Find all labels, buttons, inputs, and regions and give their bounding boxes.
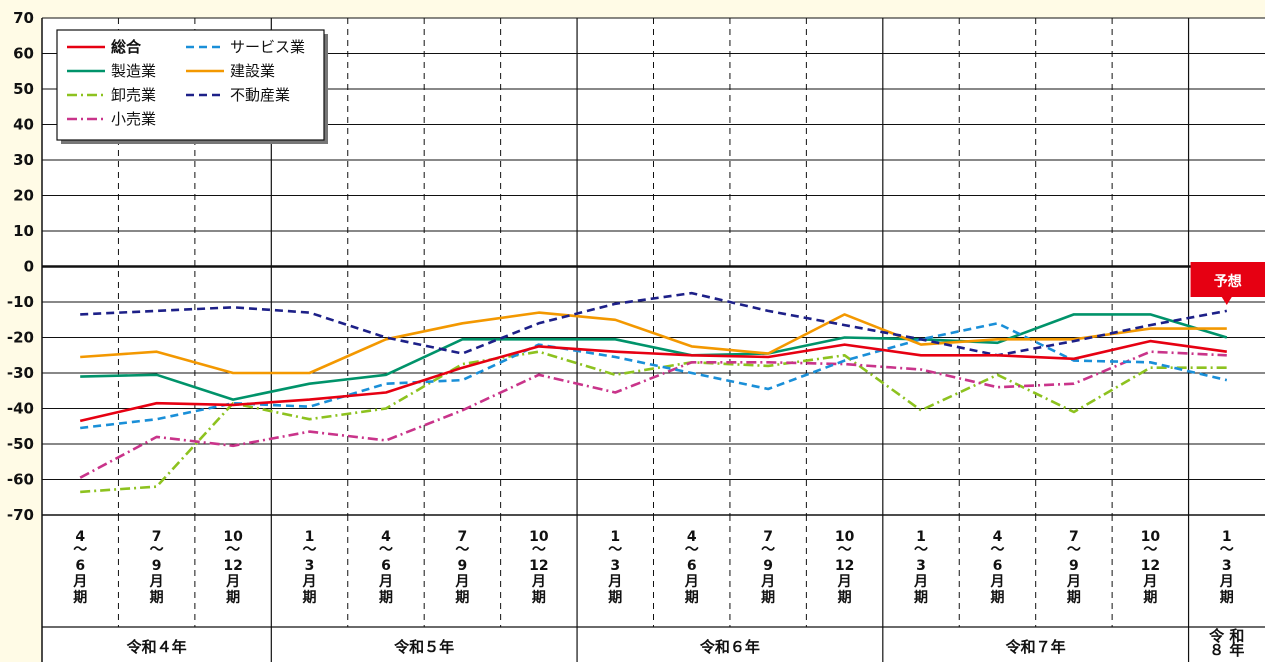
x-tick-label: 4 ～ 6 月期 — [684, 529, 699, 606]
forecast-badge — [1190, 262, 1265, 297]
year-label: 令和４年 — [127, 638, 187, 656]
forecast-pointer — [1221, 297, 1232, 305]
x-tick-label: 4 ～ 6 月期 — [72, 529, 87, 606]
series-line — [80, 321, 1228, 430]
legend-label: 卸売業 — [111, 86, 156, 104]
year-label: 令和６年 — [700, 638, 760, 656]
series-lines — [79, 291, 1228, 494]
y-tick-label: 20 — [13, 187, 34, 205]
legend-label: 総合 — [111, 38, 142, 56]
y-tick-label: 30 — [13, 151, 34, 169]
y-tick-label: 40 — [13, 116, 34, 134]
y-tick-label: -30 — [7, 364, 34, 382]
legend-label: 建設業 — [230, 62, 275, 80]
x-tick-label: 10 ～ 12 月期 — [223, 529, 243, 606]
series-line — [80, 350, 1227, 494]
x-tick-label: 1 ～ 3 月期 — [302, 529, 317, 606]
y-tick-label: -40 — [7, 400, 34, 418]
series-line — [80, 291, 1228, 357]
y-tick-label: -60 — [7, 471, 34, 489]
y-axis-ticks: -70 -60 -50 -40 -30 -20 -10 0 10 20 30 40 50 60 70 — [7, 9, 34, 524]
x-tick-label: 10 ～ 12 月期 — [1141, 529, 1161, 606]
x-tick-label: 1 ～ 3 月期 — [1219, 529, 1234, 606]
y-tick-label: 50 — [13, 80, 34, 98]
x-tick-label: 10 ～ 12 月期 — [529, 529, 549, 606]
x-tick-label: 1 ～ 3 月期 — [607, 529, 622, 606]
x-tick-label: 7 ～ 9 月期 — [1066, 529, 1081, 606]
y-tick-label: 60 — [13, 45, 34, 63]
x-tick-label: 4 ～ 6 月期 — [378, 529, 393, 606]
year-label: 令和７年 — [1006, 638, 1066, 656]
series-line — [80, 311, 1227, 375]
x-tick-label: 7 ～ 9 月期 — [760, 529, 775, 606]
year-groups: 令和４年 令和５年 令和６年 令和７年 令 和８ 年 — [127, 627, 1245, 659]
y-tick-label: 0 — [24, 258, 34, 276]
y-tick-label: -50 — [7, 435, 34, 453]
forecast-label: 予想 — [1214, 273, 1242, 290]
legend-box — [56, 29, 325, 141]
year-label: 令和５年 — [394, 638, 454, 656]
series-line — [80, 313, 1228, 401]
legend-label: 不動産業 — [230, 86, 290, 104]
x-tick-label: 7 ～ 9 月期 — [454, 529, 469, 606]
series-line — [79, 350, 1227, 479]
y-tick-label: 70 — [13, 9, 34, 27]
x-tick-label: 1 ～ 3 月期 — [913, 529, 928, 606]
y-tick-label: -20 — [7, 329, 34, 347]
legend-label: サービス業 — [230, 38, 305, 56]
y-tick-label: -70 — [7, 506, 34, 524]
legend-label: 製造業 — [111, 62, 156, 80]
year-label: 令 和８ 年 — [1209, 627, 1244, 659]
x-tick-label: 10 ～ 12 月期 — [835, 529, 855, 606]
forecast-marker: 予想 — [1190, 262, 1265, 305]
y-tick-label: 10 — [13, 222, 34, 240]
legend-label: 小売業 — [111, 110, 156, 128]
x-tick-label: 4 ～ 6 月期 — [989, 529, 1004, 606]
x-tick-label: 7 ～ 9 月期 — [149, 529, 164, 606]
series-line — [79, 339, 1227, 423]
y-tick-label: -10 — [7, 293, 34, 311]
x-axis-categories: 4 ～ 6 月期 7 ～ 9 月期 10 ～ 12 月期 1 ～ 3 月期 4 ～ 6 月期 7 ～ 9 月期 10 ～ 12 月期 1… — [72, 529, 1234, 606]
